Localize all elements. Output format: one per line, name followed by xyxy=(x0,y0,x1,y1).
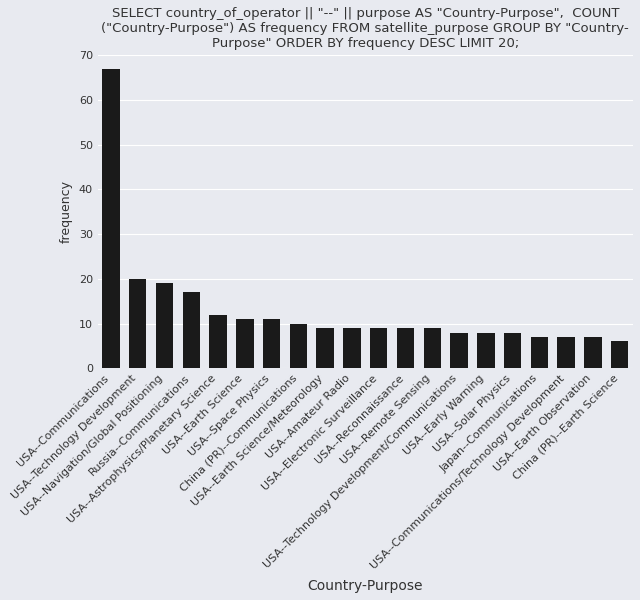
Title: SELECT country_of_operator || "--" || purpose AS "Country-Purpose",  COUNT
("Cou: SELECT country_of_operator || "--" || pu… xyxy=(102,7,629,50)
Bar xyxy=(129,279,147,368)
Bar xyxy=(397,328,414,368)
X-axis label: Country-Purpose: Country-Purpose xyxy=(308,579,423,593)
Y-axis label: frequency: frequency xyxy=(60,180,73,243)
Bar xyxy=(263,319,280,368)
Bar xyxy=(424,328,441,368)
Bar xyxy=(290,323,307,368)
Bar xyxy=(557,337,575,368)
Bar xyxy=(209,314,227,368)
Bar xyxy=(611,341,628,368)
Bar xyxy=(370,328,387,368)
Bar xyxy=(317,328,334,368)
Bar xyxy=(236,319,253,368)
Bar xyxy=(156,283,173,368)
Bar xyxy=(531,337,548,368)
Bar xyxy=(584,337,602,368)
Bar xyxy=(504,332,522,368)
Bar xyxy=(451,332,468,368)
Bar xyxy=(182,292,200,368)
Bar xyxy=(477,332,495,368)
Bar xyxy=(343,328,361,368)
Bar xyxy=(102,68,120,368)
